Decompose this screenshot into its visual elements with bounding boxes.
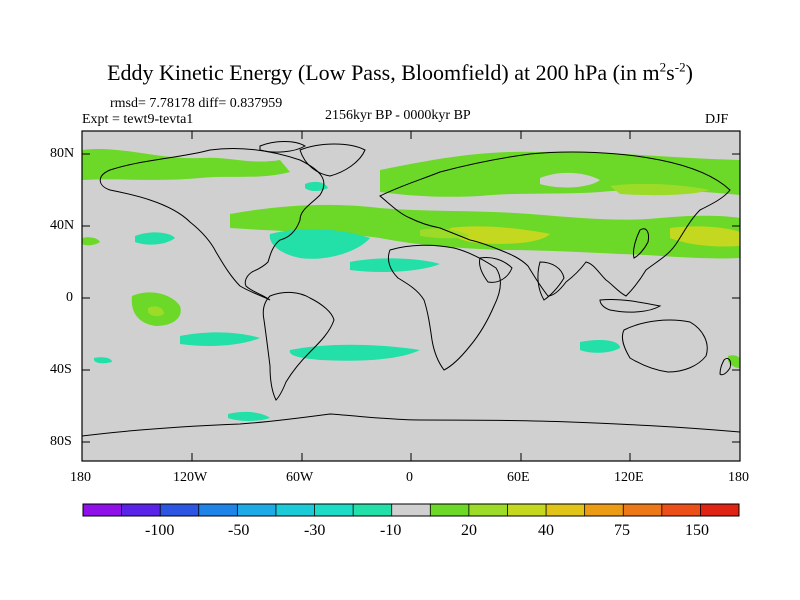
colorbar-label: -100	[145, 522, 175, 539]
stats-text: rmsd= 7.78178 diff= 0.837959	[110, 96, 283, 111]
colorbar-swatch	[391, 504, 431, 516]
coast-greenland	[299, 143, 366, 177]
lat-label-40s: 40S	[50, 362, 72, 377]
coast-australia	[621, 319, 708, 373]
contour-green-north-america	[82, 148, 290, 180]
contour-cyan-atlantic	[269, 229, 370, 259]
season-label: DJF	[705, 112, 729, 127]
colorbar-label: 150	[685, 522, 709, 539]
coast-india	[537, 261, 565, 301]
colorbar-swatch	[160, 504, 200, 516]
energy-contours	[82, 148, 740, 421]
colorbar-swatch	[546, 504, 585, 516]
colorbar-swatch	[314, 504, 354, 516]
coast-indonesia	[599, 299, 662, 313]
colorbar	[82, 503, 740, 517]
colorbar-swatch	[700, 504, 740, 516]
contour-light-green-sw-pacific	[82, 237, 100, 246]
coast-north-america	[99, 148, 325, 301]
colorbar-swatch	[430, 504, 470, 516]
lat-label-0: 0	[66, 290, 73, 305]
colorbar-swatch	[623, 504, 663, 516]
colorbar-swatch	[237, 504, 277, 516]
contour-yellow-mideast	[449, 226, 550, 244]
contour-cyan-south-atlantic	[289, 344, 420, 361]
contour-cyan-canada	[305, 181, 328, 191]
colorbar-label: 40	[538, 522, 554, 539]
colorbar-swatch	[121, 504, 161, 516]
lon-label-180e: 180	[728, 470, 749, 485]
colorbar-swatch	[275, 504, 315, 516]
colorbar-swatch	[584, 504, 624, 516]
lat-ticks	[82, 153, 740, 443]
contour-cyan-north-africa	[350, 258, 440, 272]
colorbar-swatch	[468, 504, 508, 516]
lon-label-60e: 60E	[507, 470, 530, 485]
coastlines	[82, 141, 740, 437]
lat-label-80s: 80S	[50, 434, 72, 449]
colorbar-swatch	[83, 504, 122, 516]
contour-cyan-indian-ocean	[580, 340, 620, 353]
lat-label-80n: 80N	[50, 146, 75, 161]
coast-new-zealand	[719, 357, 731, 376]
colorbar-swatch	[198, 504, 238, 516]
coast-japan	[633, 228, 649, 259]
contour-light-green-core	[148, 306, 164, 317]
colorbar-label: 20	[461, 522, 477, 539]
lon-label-0: 0	[406, 470, 413, 485]
contour-light-green-asia	[610, 183, 710, 196]
colorbar-swatch	[507, 504, 547, 516]
experiment-label: Expt = tewt9-tevta1	[82, 112, 194, 127]
coast-arctic-islands	[259, 141, 306, 153]
period-label: 2156kyr BP - 0000kyr BP	[325, 108, 471, 123]
colorbar-swatch	[353, 504, 393, 516]
contour-light-green-mediterranean	[420, 228, 470, 239]
coast-south-america	[262, 291, 335, 401]
coast-africa	[387, 244, 501, 371]
lon-label-180w: 180	[70, 470, 91, 485]
colorbar-label: -10	[380, 522, 402, 539]
contour-yellow-pacific	[670, 226, 740, 247]
contour-cyan-small-pacific	[94, 357, 112, 364]
lat-label-40n: 40N	[50, 218, 75, 233]
lon-ticks	[81, 131, 741, 461]
lon-label-120e: 120E	[614, 470, 644, 485]
coast-antarctica	[82, 413, 740, 437]
coast-eurasia	[379, 151, 731, 297]
contour-cyan-southern-ocean	[228, 411, 270, 421]
colorbar-label: -30	[304, 522, 326, 539]
colorbar-swatch	[661, 504, 701, 516]
coast-arabia	[479, 257, 513, 283]
contour-cyan-pacific-west	[135, 232, 175, 245]
colorbar-label: -50	[228, 522, 250, 539]
contour-grey-hole-siberia	[540, 172, 600, 188]
lon-label-120w: 120W	[173, 470, 208, 485]
colorbar-frame	[82, 503, 740, 517]
chart-title: Eddy Kinetic Energy (Low Pass, Bloomfiel…	[107, 59, 693, 85]
colorbar-label: 75	[614, 522, 630, 539]
lon-label-60w: 60W	[286, 470, 314, 485]
contour-cyan-south-pacific	[180, 332, 260, 346]
